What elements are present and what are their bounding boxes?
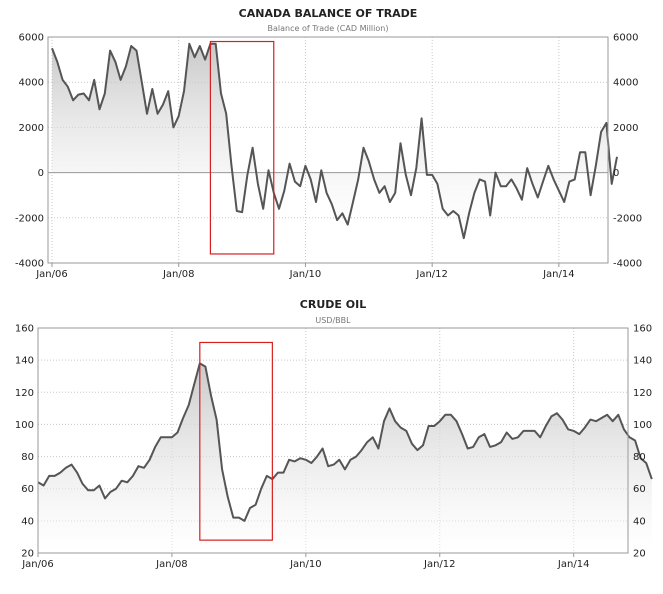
x-axis: Jan/06 Jan/08 Jan/10 Jan/12 Jan/14 [21,553,589,570]
x-tick-label: Jan/12 [423,559,456,570]
x-tick-label: Jan/14 [557,559,590,570]
y-tick-label-left: 6000 [19,33,44,44]
y-tick-label-left: 120 [15,388,34,399]
series-area [38,363,652,553]
trade-balance-chart: CANADA BALANCE OF TRADE Balance of Trade… [15,7,642,280]
chart-subtitle: USD/BBL [315,316,351,325]
highlight-box [209,40,275,255]
y-axis-right: -4000 -2000 0 2000 4000 6000 [613,33,642,270]
crude-oil-chart: CRUDE OIL USD/BBL 20 40 60 80 100 120 140 160 2… [15,298,653,570]
y-tick-label-left: 80 [21,452,34,463]
chart-subtitle: Balance of Trade (CAD Million) [268,24,389,33]
x-tick-label: Jan/06 [35,269,68,280]
y-tick-label-left: -2000 [15,213,44,224]
chart-title: CRUDE OIL [300,298,366,311]
y-tick-label-left: -4000 [15,259,44,270]
y-axis-left: -4000 -2000 0 2000 4000 6000 [15,33,44,270]
y-tick-label-right: 0 [613,168,619,179]
y-tick-label-left: 4000 [19,78,44,89]
y-axis-left: 20 40 60 80 100 120 140 160 [15,324,34,560]
x-tick-label: Jan/12 [415,269,448,280]
x-tick-label: Jan/08 [162,269,195,280]
y-tick-label-right: 6000 [613,33,638,44]
y-tick-label-left: 140 [15,356,34,367]
y-tick-label-left: 160 [15,324,34,335]
y-tick-label-left: 100 [15,420,34,431]
y-tick-label-left: 0 [38,168,44,179]
y-tick-label-left: 40 [21,516,34,527]
y-tick-label-right: 4000 [613,78,638,89]
y-tick-label-right: 20 [633,549,646,560]
y-tick-label-right: -4000 [613,259,642,270]
y-tick-label-right: 2000 [613,123,638,134]
highlight-box [199,341,273,541]
y-tick-label-right: 100 [633,420,652,431]
chart-title: CANADA BALANCE OF TRADE [239,7,418,20]
series-line [51,42,618,240]
y-tick-label-right: 120 [633,388,652,399]
plot-frame [37,327,629,554]
y-axis-right: 20 40 60 80 100 120 140 160 [633,324,652,560]
x-axis: Jan/06 Jan/08 Jan/10 Jan/12 Jan/14 [35,263,575,280]
x-tick-label: Jan/08 [155,559,188,570]
series-line [37,362,653,522]
y-tick-label-right: 160 [633,324,652,335]
y-tick-label-left: 2000 [19,123,44,134]
y-tick-label-right: 60 [633,484,646,495]
x-tick-label: Jan/10 [289,269,322,280]
y-tick-label-left: 60 [21,484,34,495]
x-tick-label: Jan/06 [21,559,54,570]
series-area [52,43,617,239]
y-tick-label-right: 140 [633,356,652,367]
y-tick-label-right: -2000 [613,213,642,224]
y-tick-label-left: 20 [21,549,34,560]
plot-frame [47,36,609,264]
y-tick-label-right: 40 [633,516,646,527]
x-tick-label: Jan/14 [542,269,575,280]
x-tick-label: Jan/10 [289,559,322,570]
y-tick-label-right: 80 [633,452,646,463]
